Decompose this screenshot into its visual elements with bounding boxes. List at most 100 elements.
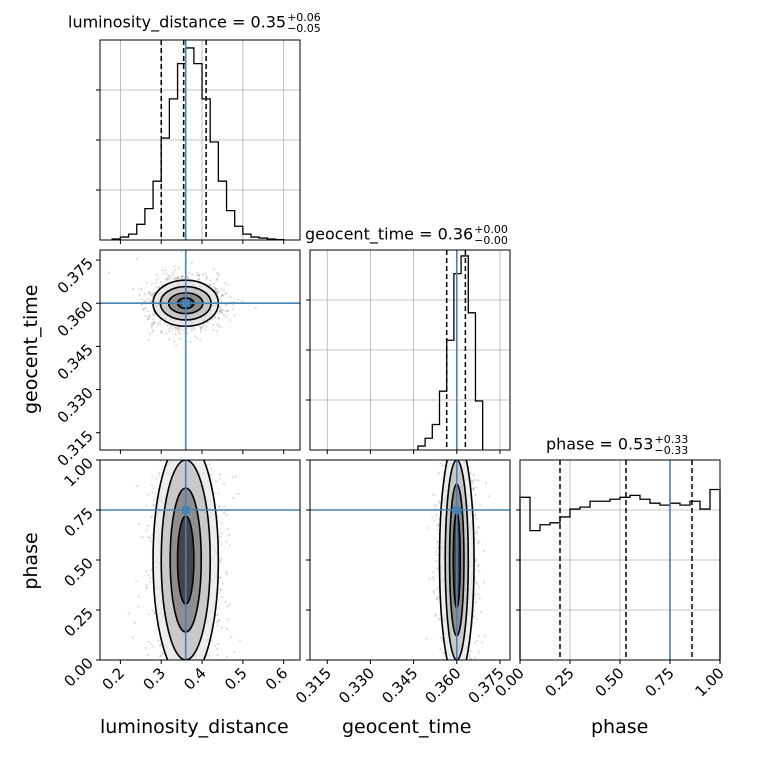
sample-point — [169, 457, 171, 459]
sample-point — [198, 694, 200, 696]
sample-point — [449, 700, 451, 702]
sample-point — [174, 278, 177, 281]
sample-point — [450, 456, 452, 458]
sample-point — [431, 575, 435, 579]
sample-point — [160, 652, 163, 655]
sample-point — [168, 277, 171, 280]
sample-point — [475, 617, 478, 621]
sample-point — [177, 277, 180, 280]
sample-point — [234, 475, 237, 478]
sample-point — [163, 701, 165, 703]
sample-point — [199, 326, 203, 329]
sample-point — [474, 514, 477, 517]
frame-hist-luminosity_distance — [99, 39, 301, 241]
sample-point — [473, 478, 476, 481]
sample-point — [218, 576, 221, 579]
sample-point — [150, 300, 153, 303]
sample-point — [211, 670, 213, 672]
sample-point — [153, 314, 156, 317]
sample-point — [167, 706, 169, 708]
sample-point — [254, 307, 257, 310]
sample-point — [193, 335, 196, 338]
sample-point — [451, 436, 453, 438]
sample-point — [481, 641, 484, 644]
sample-point — [425, 637, 428, 640]
sample-point — [168, 439, 170, 441]
sample-point — [205, 666, 207, 668]
sample-point — [202, 664, 204, 666]
sample-point — [461, 415, 463, 417]
sample-point — [150, 568, 153, 571]
sample-point — [153, 612, 156, 615]
hist-phase — [519, 488, 721, 660]
sample-point — [231, 476, 234, 479]
sample-point — [167, 440, 169, 442]
sample-point — [195, 694, 197, 696]
sample-point — [475, 581, 478, 584]
sample-point — [167, 456, 169, 458]
sample-point — [198, 274, 201, 277]
sample-point — [433, 519, 436, 522]
sample-point — [435, 669, 437, 671]
sample-point — [241, 299, 244, 303]
sample-point — [161, 421, 163, 423]
sample-point — [432, 592, 436, 595]
sample-point — [199, 692, 201, 694]
sample-point — [219, 325, 222, 328]
xtick-label-phase-2: 0.50 — [591, 664, 627, 700]
sample-point — [137, 595, 140, 598]
sample-point — [218, 588, 222, 591]
sample-point — [172, 277, 176, 280]
sample-point — [183, 668, 185, 670]
sample-point — [193, 694, 195, 696]
sample-point — [214, 663, 216, 665]
sample-point — [475, 530, 478, 533]
sample-point — [472, 305, 474, 307]
sample-point — [206, 321, 210, 324]
sample-point — [177, 452, 179, 454]
sample-point — [444, 663, 446, 665]
sample-point — [219, 298, 222, 301]
sample-point — [200, 661, 202, 663]
sample-point — [157, 321, 160, 324]
sample-point — [168, 667, 170, 669]
sample-point — [181, 688, 183, 690]
sample-point — [469, 454, 471, 456]
sample-point — [225, 656, 228, 659]
sample-point — [152, 504, 155, 507]
sample-point — [170, 361, 172, 363]
sample-point — [215, 480, 218, 483]
sample-point — [219, 305, 222, 309]
sample-point — [191, 273, 194, 276]
sample-point — [177, 267, 180, 270]
sample-point — [146, 317, 150, 321]
sample-point — [146, 524, 149, 528]
sample-point — [478, 586, 481, 589]
sample-point — [223, 281, 226, 285]
sample-point — [477, 753, 479, 755]
sample-point — [232, 303, 235, 306]
sample-point — [151, 491, 154, 494]
sample-point — [229, 544, 232, 547]
title-geocent-time-text: geocent_time = 0.36 — [305, 224, 474, 244]
sample-point — [138, 294, 141, 297]
sample-point — [202, 456, 204, 458]
plot-area-0-1 — [100, 250, 300, 450]
sample-point — [140, 298, 143, 301]
xtick-label-geocent_time-2: 0.345 — [378, 664, 421, 707]
sample-point — [179, 698, 181, 700]
sample-point — [157, 474, 160, 477]
sample-point — [433, 504, 436, 507]
sample-point — [435, 597, 438, 600]
sample-point — [212, 328, 215, 332]
sample-point — [473, 657, 476, 660]
sample-point — [165, 332, 168, 335]
sample-point — [465, 671, 467, 673]
sample-point — [173, 673, 175, 675]
sample-point — [452, 455, 454, 457]
sample-point — [182, 436, 184, 438]
sample-point — [217, 325, 220, 328]
sample-point — [448, 438, 450, 440]
title-phase-plus: +0.33 — [654, 433, 689, 446]
sample-point — [216, 624, 219, 628]
